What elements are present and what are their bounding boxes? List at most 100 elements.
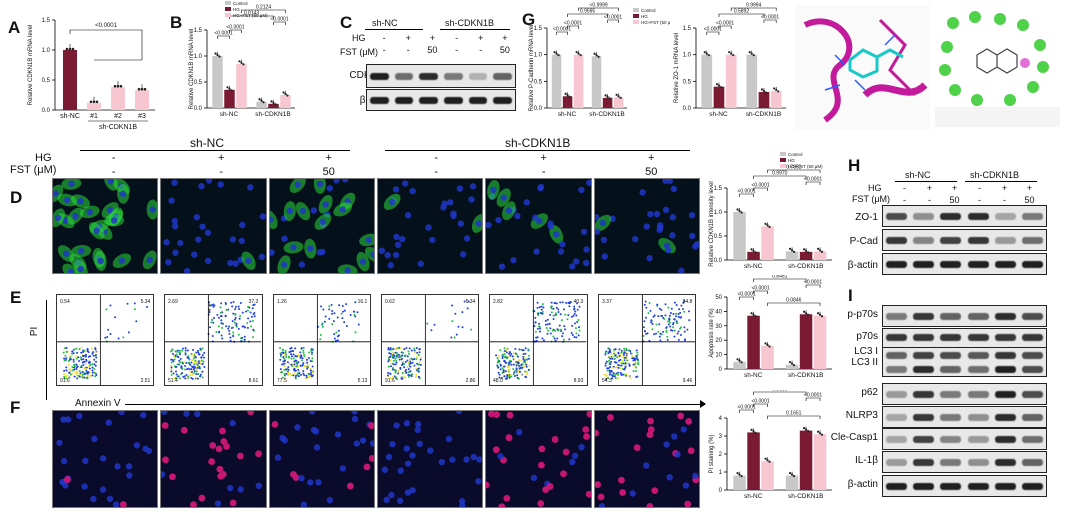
pi-positive-nucleus bbox=[563, 448, 570, 456]
data-point bbox=[564, 92, 567, 95]
data-point bbox=[703, 51, 706, 54]
fst-sign: - bbox=[978, 195, 981, 205]
flow-event bbox=[455, 333, 458, 336]
flow-event bbox=[216, 313, 219, 316]
nucleus bbox=[205, 229, 212, 236]
flow-event bbox=[301, 349, 304, 352]
data-point bbox=[707, 54, 710, 57]
nucleus bbox=[393, 233, 400, 241]
blot-band bbox=[940, 351, 962, 359]
blot-band bbox=[967, 365, 989, 373]
flow-event bbox=[286, 366, 289, 369]
flow-event bbox=[309, 369, 312, 372]
pi-positive-nucleus bbox=[552, 436, 559, 443]
data-point bbox=[740, 211, 743, 214]
data-point bbox=[738, 473, 741, 476]
flow-event bbox=[627, 349, 630, 352]
flow-event bbox=[522, 353, 525, 356]
nucleus bbox=[310, 207, 317, 214]
nucleus bbox=[316, 249, 323, 256]
nucleus bbox=[586, 179, 591, 186]
flow-event bbox=[212, 321, 215, 324]
y-tick-label: 0.5 bbox=[683, 79, 692, 85]
data-point bbox=[705, 52, 708, 55]
flow-event bbox=[555, 312, 558, 315]
flow-event bbox=[653, 314, 656, 317]
nucleus bbox=[578, 443, 586, 451]
blot-i-labels: p-p70s p70s LC3 I LC3 II p62 NLRP3 Cle-Casp1 IL… bbox=[831, 305, 880, 510]
data-point bbox=[226, 86, 229, 89]
bar bbox=[701, 54, 713, 108]
pi-positive-nucleus bbox=[586, 490, 591, 498]
blot-band bbox=[1021, 458, 1043, 466]
flow-event bbox=[578, 326, 581, 329]
flow-event bbox=[642, 334, 645, 337]
flow-event bbox=[671, 326, 674, 329]
flow-event bbox=[208, 311, 211, 314]
flow-event bbox=[109, 333, 112, 336]
flow-event bbox=[515, 362, 518, 365]
fst-sign: - bbox=[111, 166, 116, 178]
flow-event bbox=[293, 355, 296, 358]
flow-event bbox=[389, 348, 392, 351]
flow-event bbox=[430, 329, 433, 332]
pi-positive-nucleus bbox=[208, 458, 216, 465]
flow-event bbox=[76, 377, 79, 380]
flow-event bbox=[503, 375, 506, 378]
flow-event bbox=[666, 320, 669, 323]
y-tick-label: 0.0 bbox=[683, 106, 692, 112]
blot-i-row-label: p70s bbox=[856, 330, 878, 342]
flow-event bbox=[515, 352, 518, 355]
flow-event bbox=[174, 350, 177, 353]
legend-swatch bbox=[225, 1, 231, 5]
flow-scatter: 3.37 34.854.3 9.46 bbox=[598, 295, 695, 385]
p-value-label: <0.0001 bbox=[270, 17, 288, 23]
nucleus bbox=[663, 441, 670, 448]
pi-positive-nucleus bbox=[230, 499, 237, 507]
p-value-label: <0.0001 bbox=[804, 280, 822, 286]
blot-band bbox=[967, 458, 989, 466]
flow-event bbox=[525, 362, 528, 365]
flow-event bbox=[234, 313, 237, 316]
nucleus bbox=[247, 184, 254, 191]
flow-event bbox=[327, 305, 330, 308]
flow-event bbox=[310, 371, 313, 374]
bar bbox=[63, 50, 77, 110]
flow-event bbox=[403, 348, 406, 351]
p-value-label: <0.0001 bbox=[804, 393, 822, 399]
flow-event bbox=[512, 358, 515, 361]
data-point bbox=[579, 54, 582, 57]
flow-event bbox=[410, 357, 413, 360]
flow-event bbox=[197, 377, 200, 380]
nucleus bbox=[399, 235, 406, 243]
flow-event bbox=[303, 365, 306, 368]
flow-event bbox=[407, 373, 410, 376]
flow-event bbox=[404, 376, 407, 379]
flow-event bbox=[187, 375, 190, 378]
flow-event bbox=[295, 361, 298, 364]
nucleus bbox=[86, 208, 93, 216]
flow-event bbox=[541, 308, 544, 311]
nucleus bbox=[404, 212, 412, 219]
flow-event bbox=[194, 359, 197, 362]
flow-event bbox=[170, 366, 173, 369]
flow-event bbox=[75, 351, 78, 354]
blot-h-fst-label: FST (μM) bbox=[852, 194, 891, 204]
flow-event bbox=[647, 312, 650, 315]
flow-event bbox=[568, 338, 571, 341]
pi-micrograph bbox=[593, 410, 700, 508]
flow-event bbox=[568, 301, 571, 304]
flow-event bbox=[290, 355, 293, 358]
flow-event bbox=[508, 368, 511, 371]
nucleus bbox=[205, 257, 212, 265]
flow-event bbox=[91, 369, 94, 372]
flow-event bbox=[537, 336, 540, 339]
flow-event bbox=[68, 368, 71, 371]
flow-event bbox=[564, 328, 567, 331]
nucleus bbox=[163, 239, 171, 246]
data-point bbox=[593, 52, 596, 55]
flow-event bbox=[281, 348, 284, 351]
x-tick-label: sh-NC bbox=[744, 372, 763, 379]
flow-event bbox=[632, 357, 635, 360]
